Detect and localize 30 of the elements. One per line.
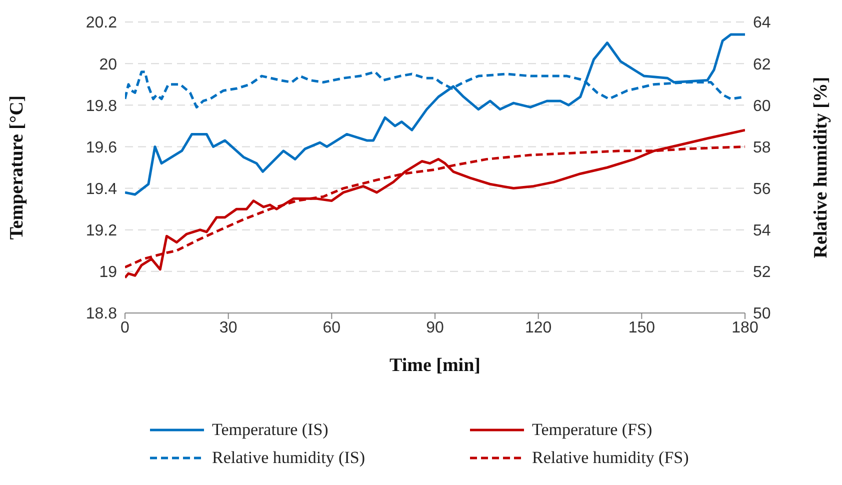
y2-tick-label: 60 (753, 98, 771, 115)
x-tick-label: 0 (120, 319, 130, 336)
y2-axis-title: Relative humidity [%] (810, 76, 832, 258)
y2-tick-label: 56 (753, 180, 771, 198)
y-tick-label: 19.4 (86, 180, 118, 198)
y-tick-label: 19.8 (86, 98, 118, 115)
legend-label: Relative humidity (FS) (532, 448, 689, 468)
y2-tick-label: 52 (753, 264, 771, 282)
y-tick-label: 20.2 (86, 14, 118, 32)
x-tick-label: 120 (524, 319, 552, 336)
y2-tick-label: 58 (753, 139, 771, 156)
x-tick-label: 90 (426, 319, 444, 336)
y2-tick-label: 62 (753, 56, 771, 74)
line-series (125, 33, 745, 196)
x-tick-label: 60 (322, 319, 341, 336)
y-tick-label: 18.8 (86, 306, 118, 323)
legend-label: Temperature (IS) (212, 420, 328, 440)
y-tick-label: 19 (99, 264, 118, 282)
y-axis-title: Temperature [°C] (6, 95, 28, 240)
legend-label: Temperature (FS) (532, 420, 652, 440)
y-tick-label: 19.6 (86, 139, 118, 156)
x-tick-label: 30 (219, 319, 238, 336)
x-tick-label: 150 (628, 319, 656, 336)
y2-tick-label: 54 (753, 222, 771, 240)
y-tick-label: 20 (99, 56, 118, 74)
legend-label: Relative humidity (IS) (212, 448, 365, 468)
line-series (125, 128, 745, 279)
x-axis-title: Time [min] (390, 355, 480, 376)
y-tick-label: 19.2 (86, 222, 118, 240)
y2-tick-label: 64 (753, 14, 771, 32)
